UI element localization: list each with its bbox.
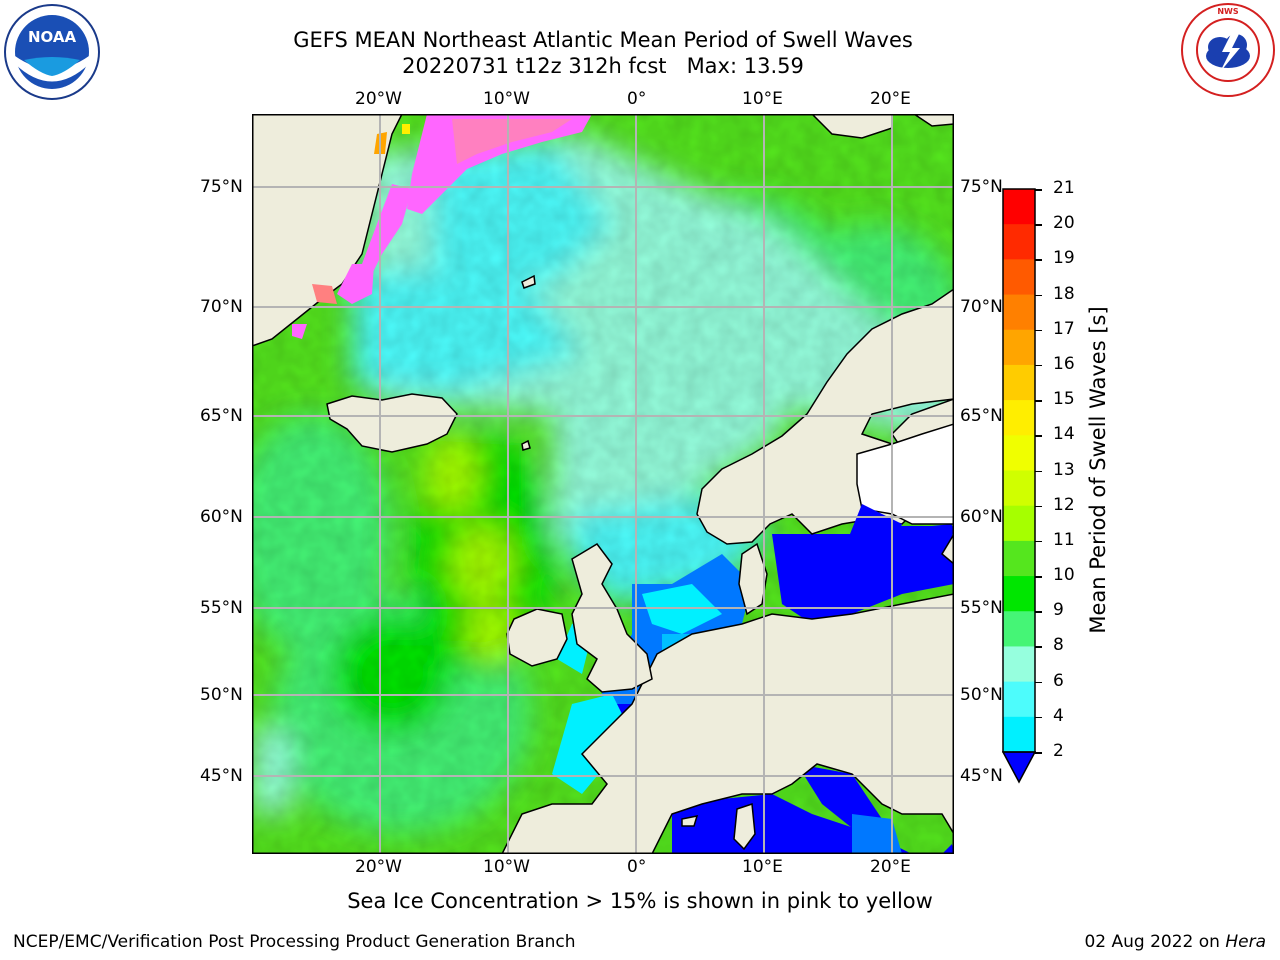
colorbar-tick-mark	[1035, 752, 1042, 754]
svalbard	[810, 114, 893, 139]
colorbar-cell	[1003, 540, 1035, 577]
colorbar-tick-mark	[1035, 470, 1042, 472]
noaa-logo: NOAA	[4, 4, 100, 100]
colorbar-tick: 8	[1053, 635, 1064, 656]
lon-tick-bottom: 0°	[627, 857, 647, 877]
footer-date-text: 02 Aug 2022 on	[1084, 932, 1226, 952]
colorbar-cell	[1003, 611, 1035, 647]
colorbar-cell	[1003, 224, 1035, 260]
graticule	[252, 114, 954, 854]
colorbar-tick: 16	[1053, 353, 1075, 374]
colorbar-tick-mark	[1035, 716, 1042, 719]
colorbar-tick: 14	[1053, 424, 1075, 445]
colorbar-tick-mark	[1035, 611, 1042, 613]
colorbar-tick-mark	[1035, 505, 1042, 508]
lat-tick-left: 45°N	[200, 766, 243, 786]
colorbar-extend-triangle	[1002, 751, 1036, 784]
map-frame	[252, 114, 954, 854]
lat-tick-left: 55°N	[200, 598, 243, 618]
denmark	[738, 542, 768, 616]
lon-tick-top: 20°W	[355, 89, 402, 109]
footer-date: 02 Aug 2022 on Hera	[1084, 932, 1266, 952]
colorbar-cell	[1003, 505, 1035, 542]
colorbar-tick: 21	[1053, 178, 1075, 198]
lat-tick-left: 75°N	[200, 177, 243, 197]
gulf-of-bothnia-nodata	[856, 423, 954, 525]
colorbar-cell	[1003, 259, 1035, 296]
colorbar-tick-mark	[1035, 400, 1042, 402]
colorbar-cell	[1003, 470, 1035, 507]
colorbar-cell	[1003, 435, 1035, 471]
colorbar-cell	[1003, 329, 1035, 366]
colorbar-tick: 2	[1053, 741, 1064, 761]
colorbar-cell	[1003, 364, 1035, 401]
colorbar-tick: 15	[1053, 389, 1075, 410]
colorbar-tick-mark	[1035, 329, 1042, 332]
colorbar-tick: 11	[1053, 529, 1075, 550]
iceland	[326, 393, 458, 453]
sea-ice	[292, 114, 592, 339]
lon-tick-bottom: 20°W	[355, 857, 402, 877]
colorbar-tick-mark	[1035, 576, 1042, 578]
footer-machine: Hera	[1225, 932, 1266, 952]
colorbar-tick-mark	[1035, 646, 1042, 648]
svg-text:NWS: NWS	[1217, 7, 1239, 16]
lat-tick-right: 60°N	[960, 507, 1003, 527]
lat-tick-right: 65°N	[960, 406, 1003, 426]
lat-tick-left: 70°N	[200, 297, 243, 317]
colorbar-cell	[1003, 576, 1035, 612]
colorbar	[1002, 188, 1036, 784]
colorbar-cell	[1003, 294, 1035, 331]
colorbar-tick-mark	[1035, 364, 1042, 367]
european-continent	[501, 593, 954, 854]
colorbar-tick-mark	[1035, 224, 1042, 226]
lon-tick-top: 10°E	[742, 89, 783, 109]
colorbar-tick-mark	[1035, 294, 1042, 297]
lon-tick-bottom: 10°E	[742, 857, 783, 877]
colorbar-tick: 12	[1053, 494, 1075, 515]
colorbar-cell	[1003, 681, 1035, 718]
colorbar-tick-mark	[1035, 681, 1042, 684]
ireland	[506, 608, 568, 667]
colorbar-cell	[1003, 400, 1035, 436]
lon-tick-top: 20°E	[870, 89, 911, 109]
sea-ice-note: Sea Ice Concentration > 15% is shown in …	[347, 889, 933, 913]
colorbar-tick-mark	[1035, 540, 1042, 543]
chart-title: GEFS MEAN Northeast Atlantic Mean Period…	[293, 28, 913, 52]
nws-logo: NWS	[1180, 2, 1276, 98]
colorbar-tick: 17	[1053, 318, 1075, 339]
lat-tick-left: 50°N	[200, 685, 243, 705]
svg-text:NOAA: NOAA	[28, 28, 77, 46]
colorbar-cell	[1003, 189, 1035, 225]
lat-tick-left: 60°N	[200, 507, 243, 527]
lon-tick-top: 0°	[627, 89, 647, 109]
colorbar-tick: 10	[1053, 565, 1075, 586]
lat-tick-right: 70°N	[960, 297, 1003, 317]
colorbar-tick: 18	[1053, 283, 1075, 304]
colorbar-tick: 6	[1053, 670, 1064, 691]
colorbar-tick-mark	[1035, 189, 1042, 191]
lat-tick-right: 55°N	[960, 598, 1003, 618]
colorbar-label: Mean Period of Swell Waves [s]	[1086, 306, 1110, 634]
colorbar-tick: 13	[1053, 459, 1075, 480]
lon-tick-bottom: 10°W	[483, 857, 530, 877]
colorbar-tick-mark	[1035, 435, 1042, 437]
great-britain	[571, 543, 653, 693]
colorbar-tick: 20	[1053, 213, 1075, 234]
lon-tick-top: 10°W	[483, 89, 530, 109]
lon-tick-bottom: 20°E	[870, 857, 911, 877]
colorbar-tick: 19	[1053, 248, 1075, 269]
lat-tick-right: 50°N	[960, 685, 1003, 705]
colorbar-tick-mark	[1035, 259, 1042, 261]
colorbar-tick: 4	[1053, 705, 1064, 726]
colorbar-tick: 9	[1053, 600, 1064, 621]
footer-credit: NCEP/EMC/Verification Post Processing Pr…	[13, 932, 576, 952]
lat-tick-right: 45°N	[960, 766, 1003, 786]
chart-subtitle: 20220731 t12z 312h fcst Max: 13.59	[402, 54, 804, 78]
colorbar-cell	[1003, 716, 1035, 753]
colorbar-cell	[1003, 646, 1035, 683]
swell-period-map	[252, 114, 954, 854]
lat-tick-right: 75°N	[960, 177, 1003, 197]
lat-tick-left: 65°N	[200, 406, 243, 426]
